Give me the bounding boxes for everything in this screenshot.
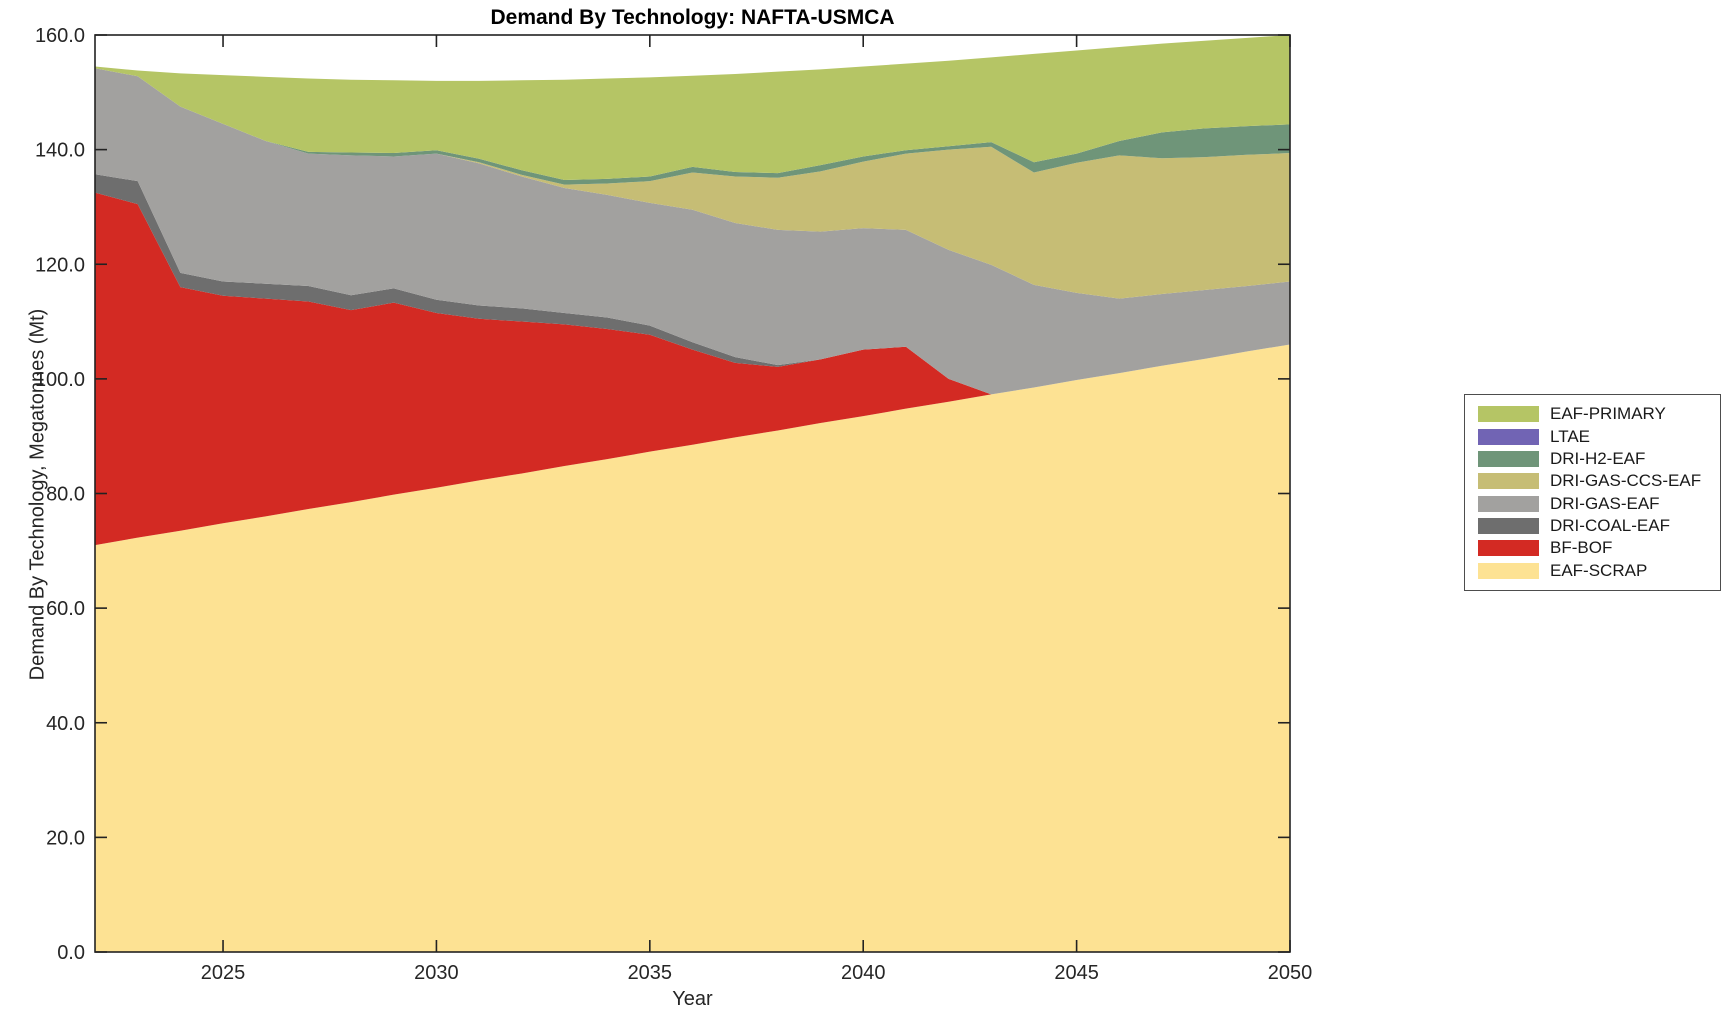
legend-label: DRI-GAS-CCS-EAF <box>1550 471 1702 491</box>
x-tick-label: 2040 <box>841 962 886 984</box>
x-tick-label: 2025 <box>201 962 246 984</box>
legend-swatch-icon <box>1478 540 1539 557</box>
legend-item-LTAE: LTAE <box>1465 425 1720 447</box>
legend-item-DRI-H2-EAF: DRI-H2-EAF <box>1465 448 1720 470</box>
x-tick-label: 2045 <box>1054 962 1099 984</box>
y-tick-label: 80.0 <box>46 484 85 506</box>
legend-swatch-icon <box>1478 428 1539 445</box>
y-axis-label: Demand By Technology, Megatonnes (Mt) <box>26 308 49 681</box>
area-series-DRI-GAS-CCS-EAF <box>95 68 1290 299</box>
legend-swatch-icon <box>1478 406 1539 423</box>
y-tick-label: 0.0 <box>57 942 85 964</box>
x-tick-label: 2050 <box>1268 962 1313 984</box>
legend-swatch-icon <box>1478 562 1539 579</box>
legend-swatch-icon <box>1478 495 1539 512</box>
legend-item-DRI-GAS-CCS-EAF: DRI-GAS-CCS-EAF <box>1465 470 1720 492</box>
y-tick-label: 160.0 <box>35 25 85 47</box>
x-tick-label: 2035 <box>628 962 673 984</box>
y-tick-label: 120.0 <box>35 254 85 276</box>
y-tick-label: 40.0 <box>46 713 85 735</box>
y-tick-label: 60.0 <box>46 598 85 620</box>
legend-label: BF-BOF <box>1550 538 1613 558</box>
legend-label: LTAE <box>1550 426 1590 446</box>
legend-item-BF-BOF: BF-BOF <box>1465 537 1720 559</box>
x-tick-label: 2030 <box>414 962 459 984</box>
area-series-DRI-H2-EAF <box>95 68 1290 185</box>
x-axis-label: Year <box>672 988 713 1010</box>
legend-label: EAF-PRIMARY <box>1550 404 1666 424</box>
legend-item-EAF-SCRAP: EAF-SCRAP <box>1465 560 1720 582</box>
legend-swatch-icon <box>1478 473 1539 490</box>
legend-item-DRI-GAS-EAF: DRI-GAS-EAF <box>1465 493 1720 515</box>
legend-label: DRI-H2-EAF <box>1550 448 1646 468</box>
area-series-DRI-GAS-EAF <box>95 68 1290 395</box>
legend-item-EAF-PRIMARY: EAF-PRIMARY <box>1465 403 1720 425</box>
chart-title: Demand By Technology: NAFTA-USMCA <box>490 6 895 29</box>
y-tick-label: 140.0 <box>35 140 85 162</box>
legend-item-DRI-COAL-EAF: DRI-COAL-EAF <box>1465 515 1720 537</box>
y-tick-label: 20.0 <box>46 827 85 849</box>
area-series-EAF-PRIMARY <box>95 35 1290 180</box>
legend-swatch-icon <box>1478 518 1539 535</box>
area-series-EAF-SCRAP <box>95 344 1290 952</box>
legend-label: DRI-COAL-EAF <box>1550 516 1670 536</box>
legend-box: EAF-PRIMARY LTAE DRI-H2-EAF DRI-GAS-CCS-EAF… <box>1464 394 1721 591</box>
y-tick-label: 100.0 <box>35 369 85 391</box>
legend-label: EAF-SCRAP <box>1550 560 1648 580</box>
area-series-BF-BOF <box>95 192 1290 546</box>
legend-label: DRI-GAS-EAF <box>1550 493 1660 513</box>
legend-swatch-icon <box>1478 450 1539 467</box>
